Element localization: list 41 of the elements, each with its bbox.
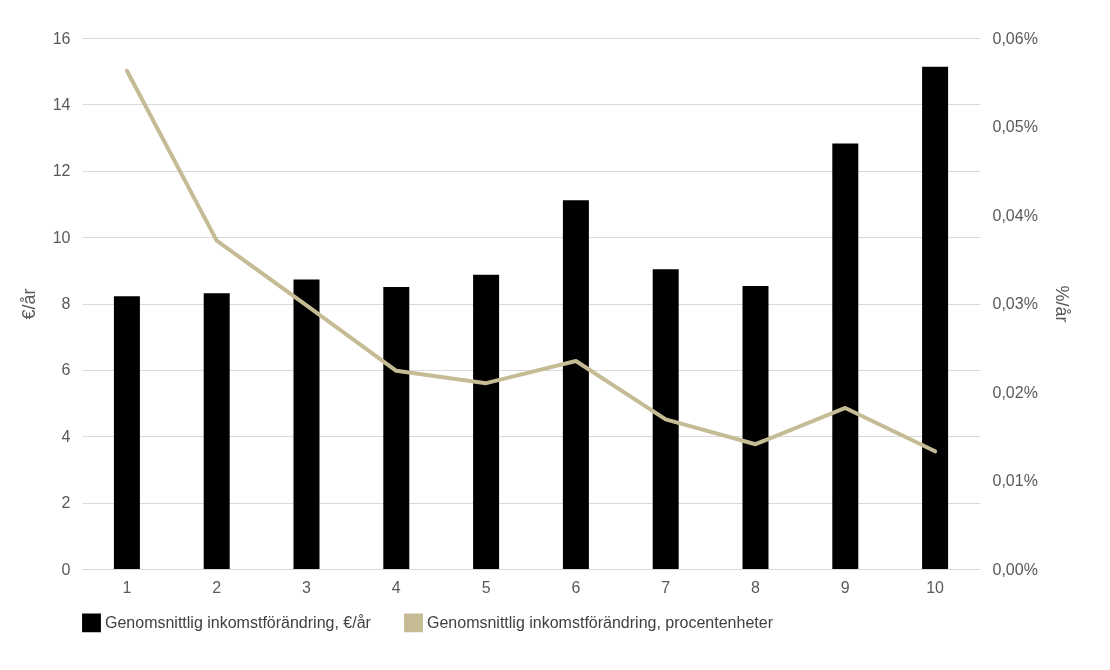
x-tick-label: 9 — [840, 578, 850, 596]
y-tick-label: 2 — [61, 494, 71, 512]
y2-tick-label: 0,02% — [992, 383, 1038, 401]
y2-axis-title: %/år — [1051, 285, 1072, 323]
x-tick-label: 5 — [481, 578, 491, 596]
y-tick-label: 16 — [52, 29, 71, 47]
y-axis-title: €/år — [18, 288, 39, 320]
bar — [293, 279, 320, 569]
x-tick-label: 4 — [391, 578, 401, 596]
y-tick-label: 0 — [61, 560, 71, 578]
bar — [203, 293, 230, 569]
y2-tick-label: 0,03% — [992, 295, 1038, 312]
y-tick-label: 14 — [52, 95, 71, 113]
y-tick-label: 4 — [61, 427, 71, 445]
x-tick-label: 10 — [926, 578, 945, 596]
bar — [742, 285, 769, 569]
x-tick-label: 7 — [661, 578, 671, 596]
x-tick-label: 2 — [212, 578, 222, 596]
y2-tick-label: 0,01% — [992, 472, 1038, 489]
x-tick-label: 1 — [122, 578, 132, 596]
y2-tick-label: 0,05% — [992, 118, 1038, 135]
legend-label: Genomsnittlig inkomstförändring, procentenheter — [427, 613, 774, 631]
x-tick-label: 6 — [571, 578, 581, 596]
bar — [832, 143, 859, 569]
legend-label: Genomsnittlig inkomstförändring, €/år — [105, 613, 372, 631]
y-tick-label: 8 — [61, 295, 71, 312]
bar — [562, 200, 589, 569]
bar — [922, 66, 949, 569]
bar — [113, 296, 140, 569]
bar — [383, 286, 410, 569]
x-tick-label: 3 — [302, 578, 312, 596]
bar — [473, 274, 500, 569]
y2-tick-label: 0,06% — [992, 29, 1038, 47]
y-tick-label: 6 — [61, 361, 71, 379]
bar — [652, 269, 679, 569]
line-series — [124, 68, 938, 454]
y2-tick-label: 0,00% — [992, 560, 1038, 578]
y-tick-label: 12 — [52, 162, 71, 180]
y-tick-label: 10 — [52, 228, 71, 246]
x-tick-label: 8 — [751, 578, 761, 596]
y2-tick-label: 0,04% — [992, 206, 1038, 224]
